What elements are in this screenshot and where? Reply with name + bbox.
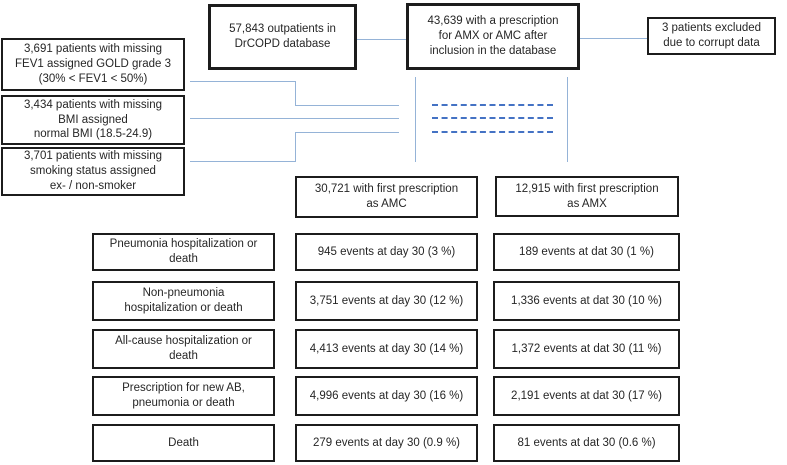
outcome-amx-new-ab: 2,191 events at dat 30 (17 %) — [493, 376, 680, 416]
database-box: 57,843 outpatients in DrCOPD database — [208, 4, 357, 70]
outcome-amc-all-cause: 4,413 events at day 30 (14 %) — [295, 329, 478, 369]
outcome-amx-non-pneumonia: 1,336 events at dat 30 (10 %) — [493, 281, 680, 321]
outcome-label-pneumonia: Pneumonia hospitalization or death — [92, 233, 275, 271]
connector-drop-amc — [415, 77, 416, 162]
connector-prescription-to-excluded — [580, 38, 647, 39]
connector-bmi — [190, 118, 399, 119]
connector-fev1-b — [295, 81, 296, 105]
dashed-line-2 — [432, 117, 553, 119]
outcome-amx-all-cause: 1,372 events at dat 30 (11 %) — [493, 329, 680, 369]
outcome-amc-death: 279 events at day 30 (0.9 %) — [295, 424, 478, 462]
connector-smoking-b — [295, 132, 296, 161]
outcome-amx-death: 81 events at dat 30 (0.6 %) — [493, 424, 680, 462]
dashed-line-1 — [432, 104, 553, 106]
missing-smoking-box: 3,701 patients with missing smoking stat… — [1, 147, 185, 196]
outcome-amx-pneumonia: 189 events at dat 30 (1 %) — [493, 233, 680, 271]
outcome-label-all-cause: All-cause hospitalization or death — [92, 329, 275, 369]
outcome-label-new-ab: Prescription for new AB, pneumonia or de… — [92, 376, 275, 416]
amx-first-prescription-box: 12,915 with first prescription as AMX — [495, 176, 679, 217]
connector-smoking-c — [190, 161, 296, 162]
outcome-label-non-pneumonia: Non-pneumonia hospitalization or death — [92, 281, 275, 321]
missing-bmi-box: 3,434 patients with missing BMI assigned… — [1, 95, 185, 145]
dashed-line-3 — [432, 131, 553, 133]
outcome-amc-non-pneumonia: 3,751 events at day 30 (12 %) — [295, 281, 478, 321]
connector-fev1-c — [295, 105, 399, 106]
prescription-inclusion-box: 43,639 with a prescription for AMX or AM… — [406, 3, 580, 70]
outcome-amc-new-ab: 4,996 events at day 30 (16 %) — [295, 376, 478, 416]
connector-database-to-prescription — [357, 39, 406, 40]
connector-fev1-a — [190, 81, 296, 82]
outcome-label-death: Death — [92, 424, 275, 462]
missing-fev1-box: 3,691 patients with missing FEV1 assigne… — [1, 38, 185, 91]
amc-first-prescription-box: 30,721 with first prescription as AMC — [295, 176, 478, 218]
connector-smoking-a — [295, 132, 399, 133]
connector-drop-amx — [567, 77, 568, 162]
excluded-box: 3 patients excluded due to corrupt data — [647, 17, 776, 55]
outcome-amc-pneumonia: 945 events at day 30 (3 %) — [295, 233, 478, 271]
